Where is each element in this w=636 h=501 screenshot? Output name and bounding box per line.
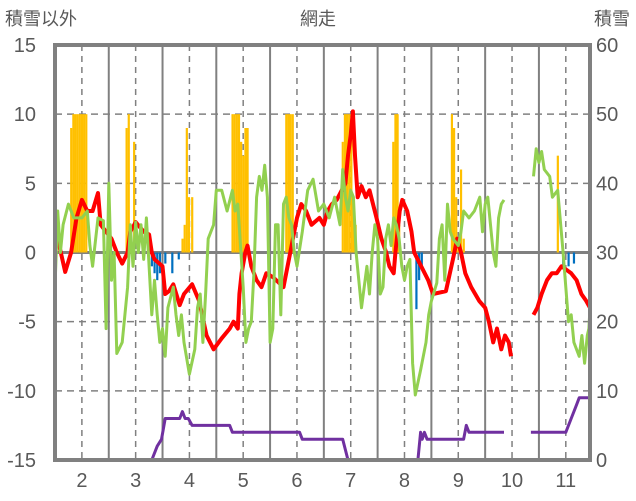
bar-positive xyxy=(394,114,397,253)
x-tick-label: 11 xyxy=(555,470,576,492)
bar-negative xyxy=(150,252,153,267)
left-y-tick-label: -10 xyxy=(7,381,36,403)
bar-positive xyxy=(231,114,234,253)
right-y-tick-label: 30 xyxy=(596,243,618,265)
bar-positive xyxy=(72,114,75,253)
bar-positive xyxy=(185,128,188,253)
left-y-tick-label: 5 xyxy=(25,173,36,195)
bar-positive xyxy=(291,114,294,253)
left-y-tick-label: 10 xyxy=(14,104,36,126)
bar-positive xyxy=(350,114,353,253)
bar-negative xyxy=(567,252,570,267)
x-tick-label: 5 xyxy=(238,470,249,492)
bar-negative xyxy=(177,252,180,260)
bar-positive xyxy=(233,114,236,253)
bar-positive xyxy=(285,114,288,253)
bar-positive xyxy=(246,128,249,253)
x-tick-label: 3 xyxy=(130,470,141,492)
x-tick-label: 10 xyxy=(501,470,523,492)
right-y-tick-label: 50 xyxy=(596,104,618,126)
left-y-tick-label: -5 xyxy=(18,312,36,334)
bar-positive xyxy=(78,114,81,253)
right-axis-title: 積雪 xyxy=(594,9,630,29)
bar-negative xyxy=(415,252,418,310)
bar-positive xyxy=(125,128,128,253)
left-y-tick-label: 0 xyxy=(25,243,36,265)
right-y-tick-label: 10 xyxy=(596,381,618,403)
bar-positive xyxy=(74,114,77,253)
bar-negative xyxy=(153,252,156,274)
bar-positive xyxy=(392,141,395,253)
bar-negative xyxy=(156,252,159,281)
plot-frame xyxy=(53,43,592,462)
right-y-tick-label: 40 xyxy=(596,173,618,195)
series-line-purple xyxy=(530,396,590,434)
left-y-tick-label: 15 xyxy=(14,35,36,57)
left-y-tick-label: -15 xyxy=(7,450,36,472)
bar-positive xyxy=(83,114,86,253)
series-line-red xyxy=(53,109,513,357)
bar-positive xyxy=(183,224,186,253)
x-tick-label: 8 xyxy=(399,470,410,492)
x-tick-label: 2 xyxy=(76,470,87,492)
series-line-red xyxy=(531,264,592,316)
series-lines xyxy=(53,109,592,462)
bar-positive xyxy=(181,238,184,253)
bar-negative xyxy=(171,252,174,274)
x-tick-label: 7 xyxy=(345,470,356,492)
left-axis-title: 積雪以外 xyxy=(5,9,77,29)
right-y-tick-label: 20 xyxy=(596,312,618,334)
bar-negative xyxy=(420,252,423,267)
bar-positive xyxy=(396,114,399,253)
x-tick-label: 6 xyxy=(291,470,302,492)
right-y-tick-label: 60 xyxy=(596,35,618,57)
chart-title: 網走 xyxy=(300,9,336,29)
bar-positive xyxy=(127,114,130,253)
bar-positive xyxy=(462,238,465,253)
bar-positive xyxy=(76,114,79,253)
bar-positive xyxy=(244,128,247,253)
bar-positive xyxy=(455,197,458,253)
bar-positive xyxy=(459,169,463,253)
bar-positive xyxy=(237,114,241,253)
bar-negative xyxy=(164,252,167,264)
bar-positive xyxy=(133,141,136,253)
bar-positive xyxy=(452,128,456,253)
x-tick-label: 9 xyxy=(453,470,464,492)
right-y-tick-label: 0 xyxy=(596,450,607,472)
bar-positive xyxy=(450,114,454,253)
bar-positive xyxy=(242,155,245,253)
bar-positive xyxy=(187,197,191,253)
bar-positive xyxy=(289,114,292,253)
bar-positive xyxy=(70,128,73,253)
bar-positive xyxy=(85,114,88,253)
bar-negative xyxy=(572,252,576,264)
series-line-purple xyxy=(55,410,504,462)
x-tick-label: 4 xyxy=(184,470,195,492)
bar-positive xyxy=(191,197,194,253)
series-line-green xyxy=(53,163,506,397)
bar-positive xyxy=(80,114,84,253)
bar-positive xyxy=(240,141,243,253)
bar-positive xyxy=(287,114,290,253)
tick-labels: 2 3 4 5 6 7 8 9 10 11 -15 -10 -5 0 5 10 15 0 10 20 30 40 50 60 xyxy=(7,35,618,492)
series-line-green xyxy=(532,147,592,365)
bar-positive xyxy=(348,114,351,253)
bar-positive xyxy=(235,114,238,253)
